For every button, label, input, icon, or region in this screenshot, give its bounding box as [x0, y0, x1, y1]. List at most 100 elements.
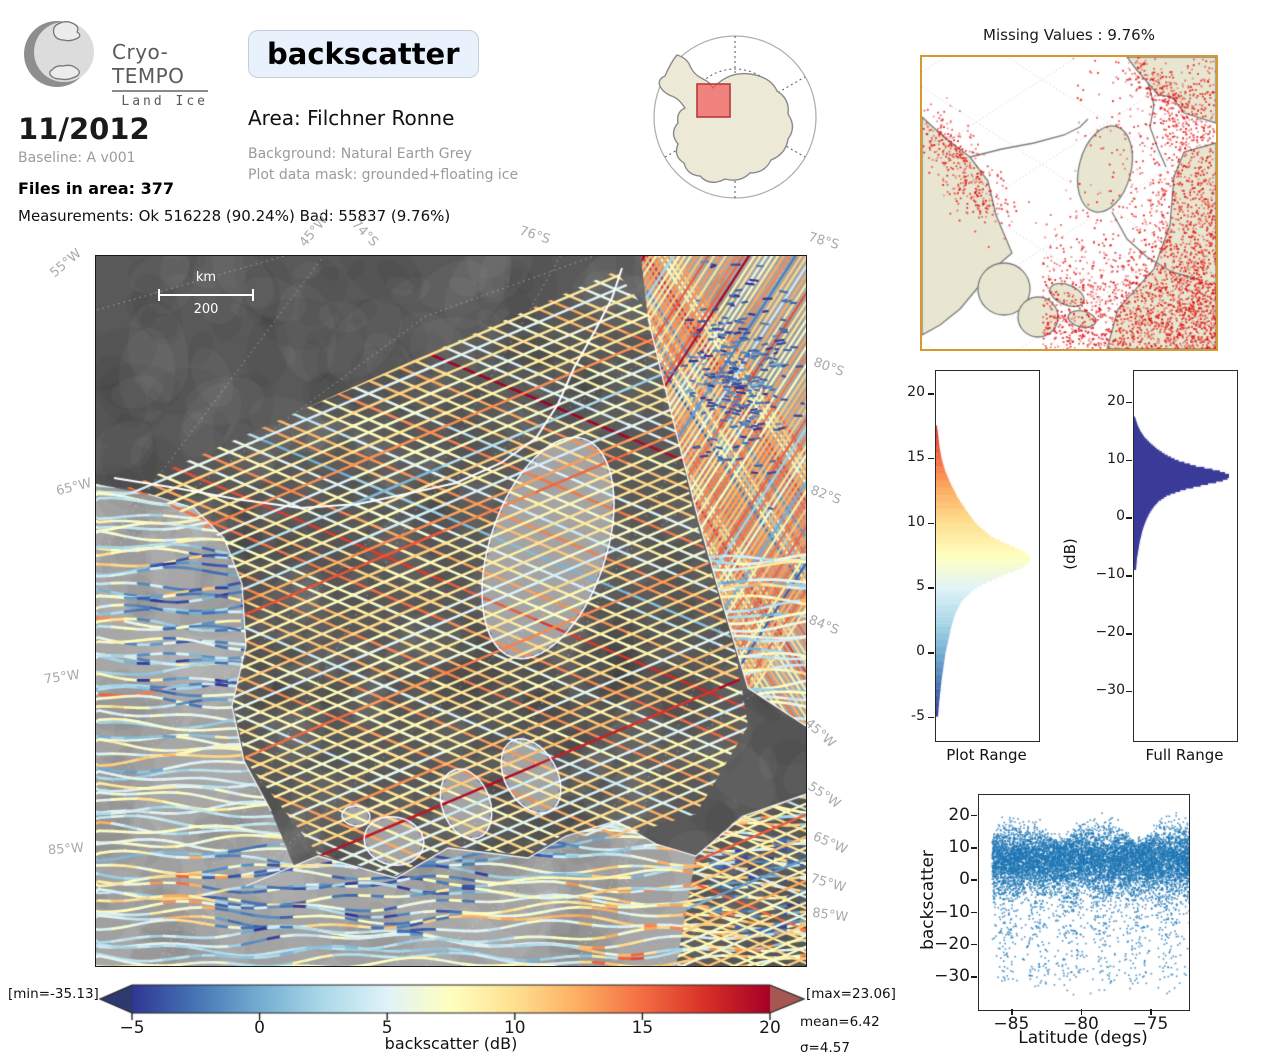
full-range-tick: [1126, 517, 1132, 519]
full-range-canvas: [1134, 371, 1237, 741]
report-date: 11/2012: [18, 112, 150, 146]
scatter-ytick: [971, 976, 977, 978]
plot-range-histogram: [935, 370, 1040, 742]
full-range-tick: [1126, 690, 1132, 693]
colorbar-tick-label: 20: [759, 1018, 781, 1038]
colorbar-tick-label: 5: [381, 1018, 393, 1038]
scatter-ytick-label: −10: [934, 901, 970, 922]
plot-range-tick: [928, 587, 934, 589]
db-axis-label: (dB): [1061, 538, 1079, 570]
scalebar-line: [158, 294, 254, 297]
map-graticule-label: 45°W: [801, 715, 839, 752]
scatter-xtick: [1080, 1009, 1083, 1015]
full-range-tick-label: 10: [1107, 450, 1125, 467]
map-graticule-label: 55°W: [47, 246, 85, 281]
scalebar-cap-right: [252, 289, 254, 301]
missing-values-canvas: [922, 57, 1216, 349]
cryo-tempo-logo: Cryo-TEMPO Land Ice: [112, 40, 208, 109]
latitude-scatter-plot: [978, 794, 1190, 1011]
scatter-ytick: [971, 879, 977, 881]
plot-range-tick-label: -5: [911, 707, 925, 724]
plot-range-tick: [928, 522, 934, 525]
scatter-xlabel: Latitude (degs): [1018, 1028, 1148, 1048]
map-graticule-label: 55°W: [804, 779, 844, 812]
map-graticule-label: 85°W: [47, 840, 85, 859]
scatter-ytick-label: 0: [959, 869, 970, 890]
logo-title: Cryo-TEMPO: [112, 40, 185, 88]
map-graticule-label: 84°S: [806, 612, 841, 639]
map-graticule-label: 75°W: [43, 667, 81, 688]
full-range-tick-label: 0: [1116, 508, 1125, 525]
full-range-tick-label: −20: [1095, 624, 1125, 641]
scatter-ytick: [971, 911, 977, 914]
scalebar-value: 200: [193, 302, 219, 317]
missing-values-title: Missing Values : 9.76%: [983, 26, 1155, 44]
scatter-ytick: [971, 814, 977, 817]
full-range-tick: [1126, 575, 1132, 577]
baseline-label: Baseline: A v001: [18, 150, 136, 166]
scalebar-unit: km: [195, 270, 217, 285]
colorbar-title: backscatter (dB): [384, 1034, 518, 1053]
scatter-ytick: [971, 943, 977, 946]
plot-range-tick-label: 5: [916, 578, 925, 595]
variable-chip: backscatter: [248, 30, 479, 78]
colorbar-canvas: [98, 982, 806, 1022]
full-range-title: Full Range: [1145, 746, 1224, 764]
full-range-tick: [1126, 459, 1132, 462]
plot-range-tick: [928, 652, 934, 654]
scatter-ytick-label: −20: [934, 933, 970, 954]
colorbar-min-label: [min=-35.13]: [8, 986, 99, 1002]
missing-values-map: [920, 55, 1218, 351]
logo-divider: [112, 90, 208, 92]
map-graticule-label: 78°S: [806, 229, 841, 254]
main-map: km 200: [95, 255, 807, 967]
map-graticule-label: 76°S: [517, 223, 552, 248]
antarctica-locator-globe: [653, 33, 819, 203]
colorbar: [98, 982, 806, 1022]
scatter-ytick-label: 20: [948, 804, 970, 825]
scatter-xtick: [1150, 1009, 1152, 1015]
measurements-summary: Measurements: Ok 516228 (90.24%) Bad: 55…: [18, 207, 451, 225]
colorbar-tick-label: 10: [503, 1018, 526, 1038]
colorbar-sigma-label: σ=4.57: [800, 1040, 850, 1056]
plot-range-tick-label: 0: [916, 643, 925, 660]
scatter-ytick: [971, 847, 977, 849]
latitude-scatter-canvas: [979, 795, 1189, 1010]
logo-subtitle: Land Ice: [121, 93, 208, 109]
plot-range-canvas: [936, 371, 1039, 741]
plot-range-tick-label: 15: [907, 448, 925, 465]
map-graticule-label: 80°S: [811, 355, 846, 380]
colorbar-mean-label: mean=6.42: [800, 1014, 880, 1030]
cryo-tempo-logo-icon: [18, 14, 98, 94]
plot-range-tick: [928, 393, 934, 395]
map-graticule-label: 65°W: [54, 475, 94, 500]
map-graticule-label: 82°S: [808, 483, 843, 508]
scatter-xtick-label: −80: [1062, 1014, 1099, 1034]
full-range-tick: [1126, 401, 1132, 404]
map-graticule-label: 85°W: [811, 905, 849, 926]
mask-label: Plot data mask: grounded+floating ice: [248, 167, 519, 183]
files-in-area: Files in area: 377: [18, 179, 174, 198]
scatter-ytick-label: 10: [948, 837, 970, 858]
colorbar-tick-label: −5: [119, 1018, 145, 1038]
full-range-histogram: [1133, 370, 1238, 742]
plot-range-tick: [928, 716, 934, 719]
scatter-xtick-label: −85: [993, 1014, 1030, 1034]
scatter-xtick-label: −75: [1132, 1014, 1169, 1034]
colorbar-max-label: [max=23.06]: [806, 986, 896, 1002]
scatter-ytick-label: −30: [934, 966, 970, 987]
background-label: Background: Natural Earth Grey: [248, 146, 472, 162]
plot-range-tick-label: 10: [907, 513, 925, 530]
colorbar-tick-label: 0: [254, 1018, 265, 1038]
plot-range-tick: [928, 457, 934, 460]
plot-range-tick-label: 20: [907, 384, 925, 401]
full-range-tick: [1126, 633, 1132, 635]
full-range-tick-label: −30: [1095, 681, 1125, 698]
area-label: Area: Filchner Ronne: [248, 106, 455, 130]
map-graticule-label: 75°W: [808, 871, 848, 896]
plot-range-title: Plot Range: [946, 746, 1027, 764]
colorbar-tick-label: 15: [631, 1018, 654, 1038]
full-range-tick-label: 20: [1107, 392, 1125, 409]
full-range-tick-label: −10: [1095, 566, 1125, 583]
